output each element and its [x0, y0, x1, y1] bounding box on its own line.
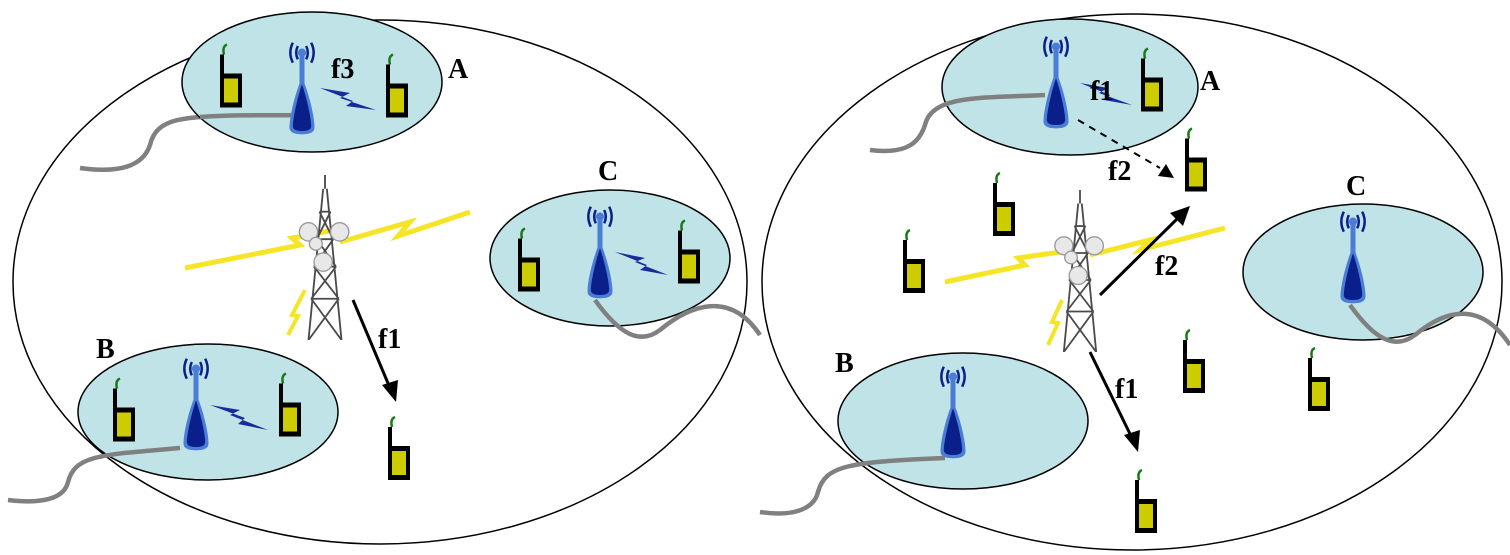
cell-label-b: B: [96, 334, 115, 365]
frequency-label-f2: f2: [1155, 251, 1178, 282]
macro-cell-boundary-left: [12, 19, 748, 545]
femtocell-coverage: [489, 189, 731, 327]
femtocell-coverage: [1242, 203, 1484, 341]
macro-downlink-right: f1: [1088, 351, 1159, 535]
mobile-handset-icon: [1181, 328, 1207, 395]
macro-tower-icon: [1053, 190, 1105, 352]
backhaul-cable-icon: [593, 298, 762, 339]
left-panel: f3 A C B f1: [7, 11, 762, 545]
lightning-icon: [1089, 225, 1226, 258]
wireless-link-icon: [1080, 83, 1132, 105]
right-panel: f1 A f2 f2 C: [759, 13, 1510, 551]
femtocell-coverage: [837, 352, 1089, 490]
cell-label-a: A: [1200, 66, 1221, 97]
small-cell-c-right: C: [1242, 171, 1510, 347]
cell-label-a: A: [448, 54, 469, 85]
arrowhead-icon: [1124, 430, 1140, 452]
mobile-handset-icon: [1306, 346, 1332, 413]
arrowhead-icon: [1170, 206, 1190, 226]
cell-label-b: B: [835, 348, 854, 379]
small-cell-b-left: B: [7, 334, 339, 504]
frequency-label-f1: f1: [1090, 76, 1113, 107]
cell-label-c: C: [1346, 171, 1366, 202]
small-cell-c-left: C: [489, 156, 762, 339]
backhaul-cable-icon: [869, 92, 1046, 154]
femtocell-coverage: [941, 18, 1199, 156]
mobile-handset-icon: [991, 171, 1017, 238]
lightning-icon: [1046, 299, 1064, 346]
frequency-label-f1: f1: [378, 324, 401, 355]
wireless-link-icon: [210, 405, 268, 430]
mobile-handset-icon: [386, 415, 412, 482]
small-cell-a-right: f1 A f2: [869, 18, 1221, 193]
backhaul-cable-icon: [199, 112, 297, 120]
cell-label-c: C: [598, 156, 618, 187]
small-cell-a-left: f3 A: [79, 11, 469, 172]
macro-cell-boundary-right: [761, 13, 1503, 551]
small-cell-b-right: B: [759, 348, 1089, 516]
frequency-label-f3: f3: [331, 54, 354, 85]
frequency-label-f2: f2: [1108, 156, 1131, 187]
frequency-label-f1: f1: [1115, 374, 1138, 405]
lightning-icon: [286, 289, 307, 336]
mobile-handset-icon: [901, 228, 927, 295]
arrowhead-icon: [1158, 164, 1174, 178]
femtocell-coverage: [77, 343, 339, 481]
lightning-icon: [944, 247, 1076, 285]
backhaul-cable-icon: [1348, 303, 1510, 347]
macro-tower-left: [184, 175, 471, 340]
mobile-handset-icon: [1183, 127, 1209, 193]
lightning-icon: [339, 209, 471, 245]
macro-tower-right: [944, 190, 1226, 352]
wireless-link-icon: [615, 252, 668, 275]
mobile-handset-icon: [1133, 468, 1159, 535]
backhaul-cable-icon: [759, 455, 946, 516]
macro-uplink-right: f2: [1098, 206, 1190, 297]
wireless-link-icon: [320, 88, 376, 110]
backhaul-cable-icon: [7, 445, 181, 504]
macro-downlink-left: f1: [351, 299, 412, 482]
interference-link: [1077, 119, 1161, 169]
macro-tower-icon: [298, 175, 350, 340]
arrowhead-icon: [382, 380, 398, 402]
